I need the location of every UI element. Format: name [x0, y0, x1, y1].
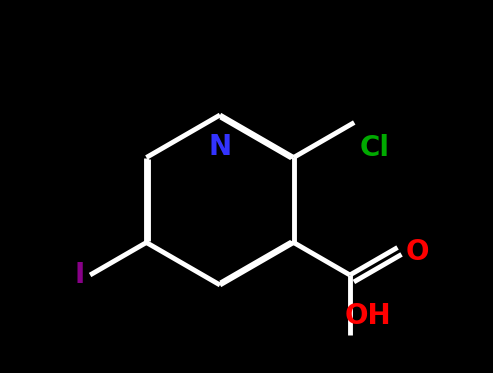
Text: Cl: Cl: [359, 135, 389, 163]
Text: N: N: [209, 133, 232, 161]
Text: O: O: [406, 238, 429, 266]
Text: I: I: [75, 261, 85, 289]
Text: OH: OH: [345, 302, 391, 330]
